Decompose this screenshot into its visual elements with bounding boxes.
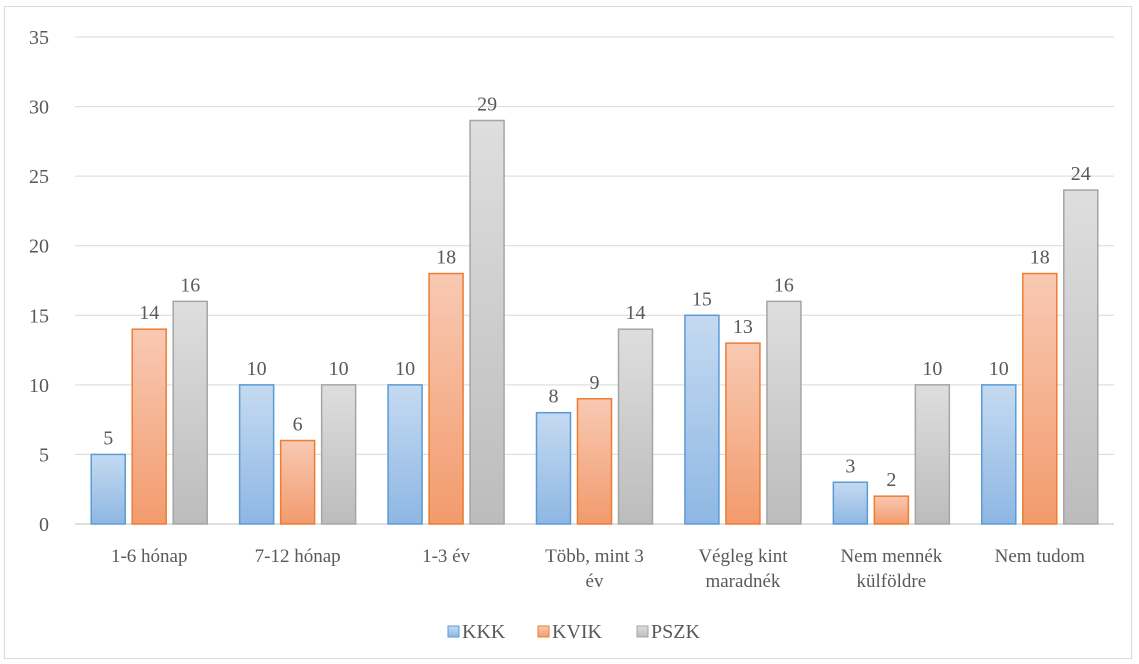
- bar-kkk: [238, 384, 275, 525]
- data-label: 10: [329, 358, 349, 380]
- legend-swatch-kkk: [447, 625, 460, 638]
- category-label: maradnék: [705, 571, 780, 592]
- bar-kvik: [279, 439, 316, 525]
- data-label: 14: [626, 302, 646, 324]
- data-label: 16: [180, 274, 200, 296]
- legend-label: KVIK: [552, 621, 603, 643]
- data-label: 9: [590, 372, 600, 394]
- category-label: Több, mint 3: [545, 546, 644, 567]
- category-label: külföldre: [857, 571, 927, 592]
- bar-kvik: [131, 328, 167, 525]
- data-label: 10: [247, 358, 267, 380]
- category-label: Nem mennék: [840, 546, 942, 567]
- category-label: 1-3 év: [422, 546, 471, 567]
- data-labels: 5 14 16 10 6 10 10 18 29 8 9 14 15 13 16 3 2 10 10 18 24: [103, 93, 1091, 491]
- data-label: 5: [103, 427, 113, 449]
- legend-label: PSZK: [651, 621, 700, 643]
- y-tick-label: 10: [29, 375, 49, 397]
- y-tick-label: 5: [39, 444, 49, 466]
- data-label: 18: [436, 247, 456, 269]
- category-label: év: [586, 571, 604, 592]
- bar-pszk: [766, 300, 802, 525]
- category-label: 7-12 hónap: [255, 546, 341, 567]
- bar-kvik: [576, 398, 613, 525]
- data-label: 10: [922, 358, 942, 380]
- category-label: Végleg kint: [698, 546, 788, 567]
- x-axis-categories: 1-6 hónap 7-12 hónap 1-3 év Több, mint 3 év V…: [111, 546, 1085, 592]
- data-label: 29: [477, 93, 497, 115]
- data-label: 15: [692, 288, 712, 310]
- y-tick-label: 35: [29, 27, 49, 49]
- data-label: 8: [549, 386, 559, 408]
- data-label: 13: [733, 316, 753, 338]
- y-tick-label: 25: [29, 166, 49, 188]
- y-tick-label: 15: [29, 305, 49, 327]
- bar-kkk: [832, 481, 869, 525]
- bar-pszk: [1063, 189, 1099, 525]
- data-label: 14: [139, 302, 159, 324]
- data-label: 10: [989, 358, 1009, 380]
- category-label: 1-6 hónap: [111, 546, 188, 567]
- bar-kkk: [90, 453, 126, 525]
- bar-kvik: [725, 342, 761, 525]
- bar-pszk: [172, 300, 208, 525]
- bar-pszk: [914, 384, 951, 525]
- bar-kvik: [873, 495, 910, 525]
- bar-kvik: [428, 272, 464, 525]
- data-label: 3: [845, 455, 855, 477]
- y-tick-label: 30: [29, 97, 49, 119]
- y-tick-label: 20: [29, 236, 49, 258]
- data-label: 16: [774, 274, 794, 296]
- bar-pszk: [469, 119, 505, 525]
- bar-pszk: [320, 384, 357, 525]
- legend: KKK KVIK PSZK: [447, 621, 700, 643]
- data-label: 18: [1030, 247, 1050, 269]
- data-label: 10: [395, 358, 415, 380]
- bar-kvik: [1022, 272, 1058, 525]
- category-label: Nem tudom: [995, 546, 1085, 567]
- bar-kkk: [981, 384, 1017, 525]
- bar-kkk: [387, 384, 423, 525]
- bar-kkk: [684, 314, 720, 525]
- y-tick-label: 0: [39, 514, 49, 536]
- legend-swatch-pszk: [636, 625, 649, 638]
- legend-swatch-kvik: [537, 625, 550, 638]
- y-axis-ticks: 0 5 10 15 20 25 30 35: [29, 27, 49, 536]
- data-label: 2: [886, 469, 896, 491]
- legend-label: KKK: [462, 621, 506, 643]
- data-label: 24: [1071, 163, 1091, 185]
- data-label: 6: [293, 414, 303, 436]
- bars: [90, 119, 1099, 525]
- bar-kkk: [535, 411, 572, 525]
- bar-pszk: [617, 328, 654, 525]
